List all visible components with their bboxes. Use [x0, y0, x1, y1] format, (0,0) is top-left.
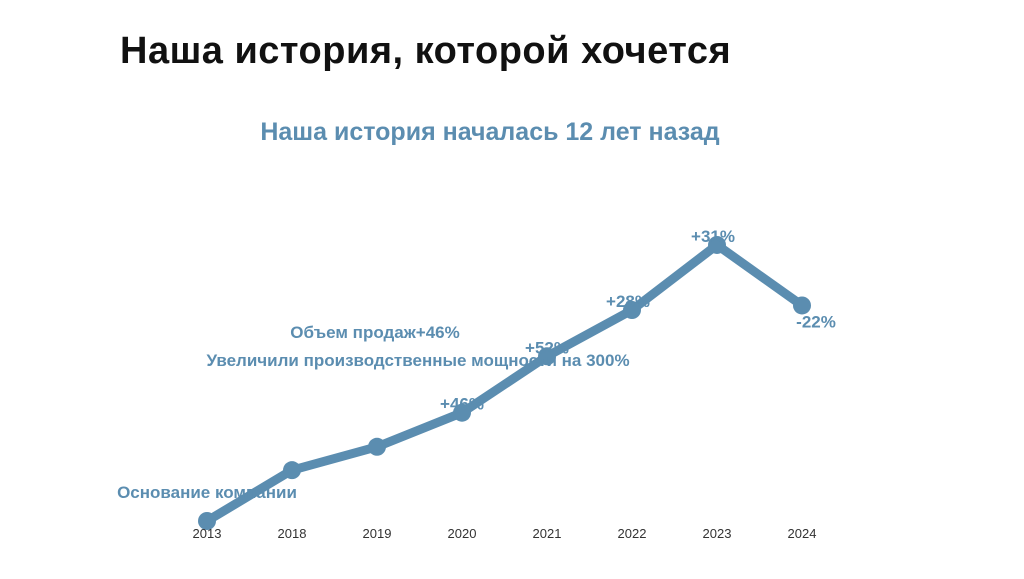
data-label-2022: +28%	[606, 292, 650, 311]
data-label-2020: +46%	[440, 395, 484, 414]
data-point-2018	[283, 461, 301, 480]
x-tick-2023: 2023	[703, 526, 732, 541]
annotation-2018: Увеличили производственные мощности на 3…	[206, 351, 629, 370]
data-point-2013	[198, 512, 216, 530]
data-points-layer	[198, 235, 811, 530]
data-point-2022	[623, 301, 641, 320]
annotations-layer: Объем продаж+46% Увеличили производственн…	[117, 323, 629, 502]
data-point-2023	[708, 235, 726, 254]
data-label-2021: +52%	[525, 338, 569, 357]
x-tick-2024: 2024	[788, 526, 817, 541]
x-tick-2013: 2013	[193, 526, 222, 541]
annotation-2019: Объем продаж+46%	[290, 323, 460, 342]
x-tick-2019: 2019	[363, 526, 392, 541]
x-tick-2018: 2018	[278, 526, 307, 541]
series-line	[202, 240, 807, 526]
data-label-2023: +31%	[691, 227, 735, 246]
x-tick-2020: 2020	[448, 526, 477, 541]
slide-title: Наша история, которой хочется	[120, 30, 732, 72]
x-axis-ticks: 2013 2018 2019 2020 2021 2022 2023 2024	[193, 526, 817, 541]
series-line-layer	[202, 240, 807, 526]
data-labels-layer: +46% +52% +28% +31% -22%	[440, 227, 836, 414]
annotation-2013: Основание компании	[117, 483, 297, 502]
x-tick-2021: 2021	[533, 526, 562, 541]
data-label-2024: -22%	[796, 312, 836, 331]
x-tick-2022: 2022	[618, 526, 647, 541]
chart-title: Наша история началась 12 лет назад	[260, 118, 719, 146]
data-point-2024	[793, 296, 811, 315]
data-point-2020	[453, 403, 471, 422]
data-point-2021	[538, 347, 556, 366]
data-point-2019	[368, 437, 386, 456]
